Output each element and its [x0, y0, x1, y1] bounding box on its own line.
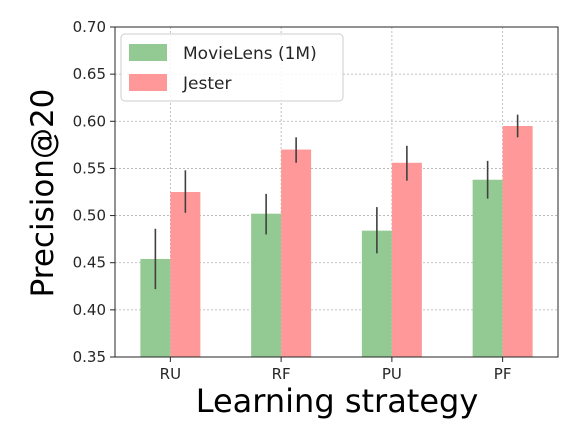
- y-tick-label: 0.55: [73, 159, 106, 177]
- legend: MovieLens (1M) Jester: [120, 33, 344, 102]
- legend-label-jester: Jester: [182, 74, 231, 94]
- bar-jester-rf: [281, 149, 312, 357]
- y-tick-label: 0.70: [73, 18, 106, 36]
- y-axis-ticks: 0.35 0.40 0.45 0.50 0.55 0.60 0.65 0.70: [73, 18, 115, 366]
- x-axis-title: Learning strategy: [196, 382, 479, 420]
- y-tick-label: 0.35: [73, 348, 106, 366]
- y-tick-label: 0.60: [73, 112, 106, 130]
- y-axis-title: Precision@20: [25, 89, 61, 298]
- legend-swatch-movielens: [129, 44, 167, 61]
- legend-swatch-jester: [129, 74, 167, 91]
- plot-frame: [114, 26, 559, 358]
- legend-box: [120, 33, 344, 102]
- bars: [140, 126, 533, 357]
- x-tick-label-ru: RU: [160, 365, 181, 383]
- legend-label-movielens: MovieLens (1M): [183, 44, 317, 64]
- bar-jester-pu: [391, 162, 422, 357]
- bar-jester-pf: [502, 126, 533, 357]
- y-tick-label: 0.40: [73, 301, 106, 319]
- bar-movielens-rf: [251, 213, 282, 357]
- y-tick-label: 0.45: [73, 254, 106, 272]
- x-tick-label-pf: PF: [494, 365, 512, 383]
- x-tick-label-rf: RF: [272, 365, 291, 383]
- x-tick-label-pu: PU: [382, 365, 402, 383]
- x-axis-ticks: RU RF PU PF: [160, 357, 512, 383]
- bar-movielens-pf: [472, 179, 503, 357]
- error-bars: [154, 114, 519, 290]
- bar-jester-ru: [170, 192, 201, 357]
- y-tick-label: 0.50: [73, 207, 106, 225]
- y-tick-label: 0.65: [73, 65, 106, 83]
